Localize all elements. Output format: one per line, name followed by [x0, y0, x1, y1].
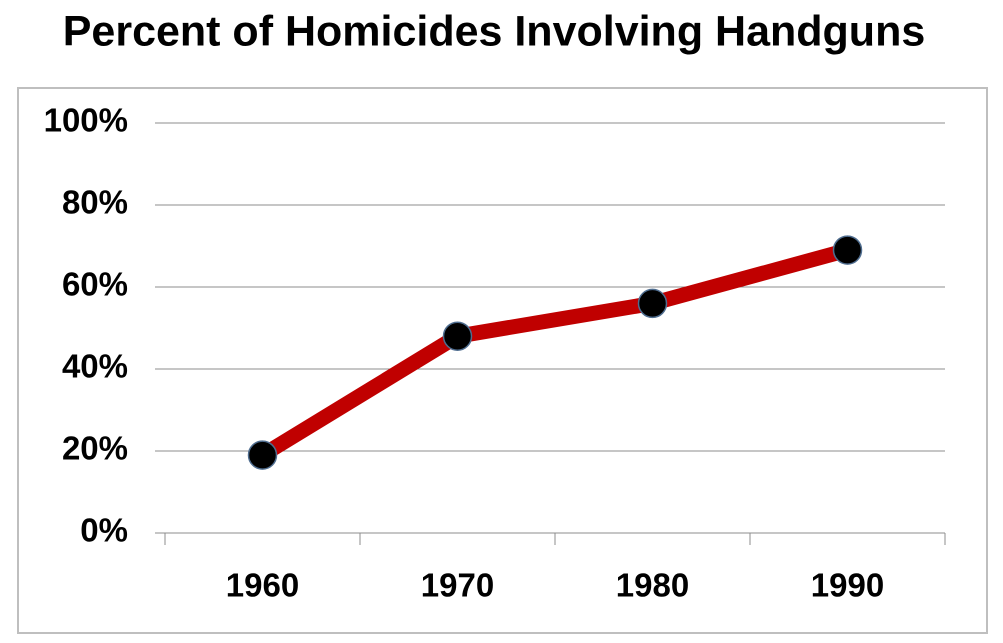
x-tick-label: 1970	[421, 567, 494, 604]
y-tick-label: 40%	[62, 348, 128, 385]
data-line	[258, 242, 850, 462]
y-tick-label: 60%	[62, 266, 128, 303]
x-tick-label: 1960	[226, 567, 299, 604]
data-point	[247, 440, 278, 470]
chart-title: Percent of Homicides Involving Handguns	[63, 7, 926, 55]
x-tick-label: 1980	[616, 567, 689, 604]
x-tick-label: 1990	[811, 567, 884, 604]
data-point	[832, 235, 863, 265]
y-tick-label: 0%	[80, 512, 128, 549]
data-point	[637, 288, 668, 319]
y-tick-label: 20%	[62, 430, 128, 467]
data-point	[442, 321, 473, 351]
y-tick-label: 80%	[62, 184, 128, 221]
y-tick-label: 100%	[44, 102, 128, 139]
chart-frame	[17, 87, 988, 634]
